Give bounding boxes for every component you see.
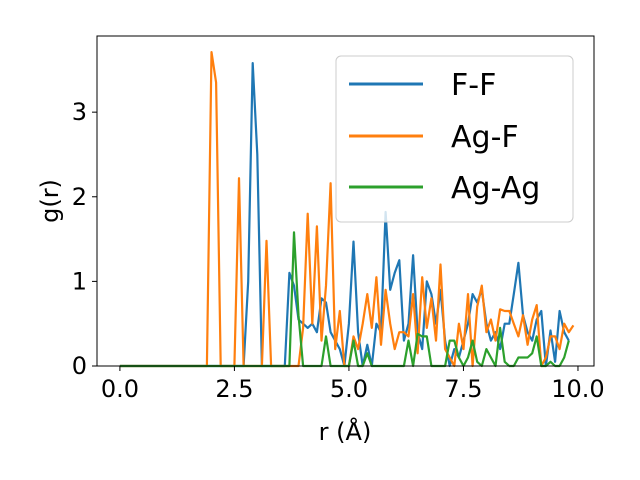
y-axis-label: g(r) [36,179,64,223]
y-tick-label: 3 [72,98,87,126]
y-tick-label: 1 [72,267,87,295]
x-tick-label: 0.0 [101,375,139,403]
legend-label-ag-ag: Ag-Ag [451,171,540,206]
y-tick-label: 0 [72,352,87,380]
plot-frame [96,35,595,367]
x-tick-label: 2.5 [215,375,253,403]
legend-box [335,55,574,223]
x-axis-label: r (Å) [319,417,372,446]
x-axis-ticks: 0.0 2.5 5.0 7.5 10.0 [101,366,605,403]
y-axis-ticks: 0 1 2 3 [72,98,97,380]
x-tick-label: 5.0 [330,375,368,403]
x-tick-label: 10.0 [551,375,604,403]
series-line-ag-ag [119,231,570,368]
legend-label-f-f: F-F [451,68,496,103]
series-line-ag-f [119,50,575,368]
y-tick-label: 2 [72,183,87,211]
legend-label-ag-f: Ag-F [451,120,519,155]
series-line-f-f [119,61,570,368]
legend: F-F Ag-F Ag-Ag [335,55,574,223]
x-tick-label: 7.5 [444,375,482,403]
